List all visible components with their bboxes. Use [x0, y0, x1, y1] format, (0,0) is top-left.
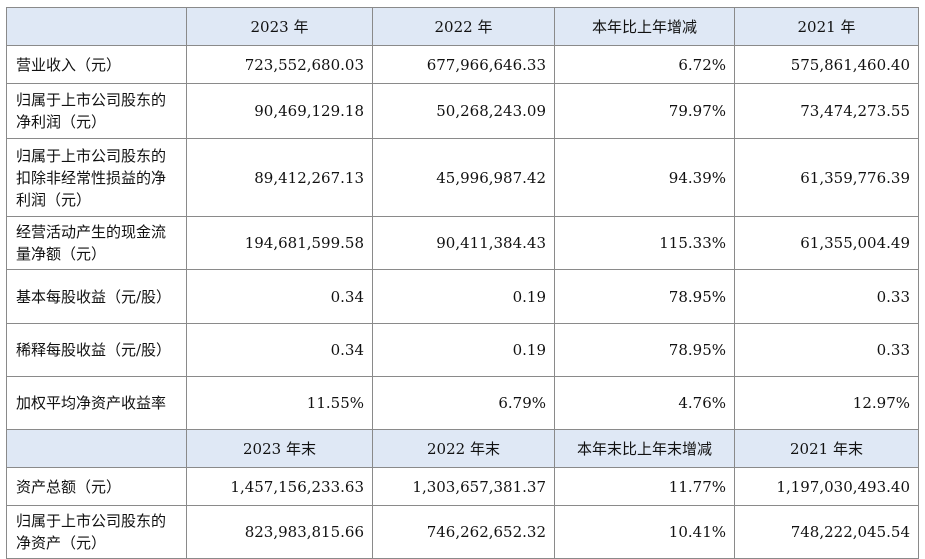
table-row: 归属于上市公司股东的净资产（元） 823,983,815.66 746,262,… [6, 505, 919, 559]
value-cell: 1,197,030,493.40 [734, 467, 919, 506]
table-row: 经营活动产生的现金流量净额（元） 194,681,599.58 90,411,3… [6, 216, 919, 270]
header-cell-change: 本年比上年增减 [554, 7, 735, 46]
value-cell: 11.55% [186, 376, 373, 430]
value-cell: 1,457,156,233.63 [186, 467, 373, 506]
header-cell-2021: 2021 年 [734, 7, 919, 46]
value-cell: 73,474,273.55 [734, 83, 919, 139]
row-label: 基本每股收益（元/股） [6, 269, 187, 324]
header-row-annual: 2023 年 2022 年 本年比上年增减 2021 年 [6, 7, 919, 46]
header-cell-empty [6, 7, 187, 46]
table-row: 稀释每股收益（元/股） 0.34 0.19 78.95% 0.33 [6, 323, 919, 377]
value-cell: 0.33 [734, 323, 919, 377]
value-cell: 748,222,045.54 [734, 505, 919, 559]
header-cell-2022-end: 2022 年末 [372, 429, 555, 468]
value-cell: 45,996,987.42 [372, 138, 555, 217]
value-cell: 6.79% [372, 376, 555, 430]
row-label: 资产总额（元） [6, 467, 187, 506]
row-label: 稀释每股收益（元/股） [6, 323, 187, 377]
row-label: 经营活动产生的现金流量净额（元） [6, 216, 187, 270]
value-cell: 0.19 [372, 269, 555, 324]
value-cell: 0.33 [734, 269, 919, 324]
value-cell: 723,552,680.03 [186, 45, 373, 84]
header-cell-change-end: 本年末比上年末增减 [554, 429, 735, 468]
value-cell: 89,412,267.13 [186, 138, 373, 217]
header-row-year-end: 2023 年末 2022 年末 本年末比上年末增减 2021 年末 [6, 429, 919, 468]
value-cell: 677,966,646.33 [372, 45, 555, 84]
value-cell: 0.34 [186, 269, 373, 324]
value-cell: 115.33% [554, 216, 735, 270]
value-cell: 79.97% [554, 83, 735, 139]
table-row: 资产总额（元） 1,457,156,233.63 1,303,657,381.3… [6, 467, 919, 506]
value-cell: 823,983,815.66 [186, 505, 373, 559]
value-cell: 12.97% [734, 376, 919, 430]
value-cell: 61,355,004.49 [734, 216, 919, 270]
table-row: 归属于上市公司股东的扣除非经常性损益的净利润（元） 89,412,267.13 … [6, 138, 919, 217]
header-cell-2023: 2023 年 [186, 7, 373, 46]
header-cell-2023-end: 2023 年末 [186, 429, 373, 468]
value-cell: 61,359,776.39 [734, 138, 919, 217]
value-cell: 78.95% [554, 269, 735, 324]
value-cell: 746,262,652.32 [372, 505, 555, 559]
row-label: 归属于上市公司股东的净资产（元） [6, 505, 187, 559]
value-cell: 90,469,129.18 [186, 83, 373, 139]
value-cell: 6.72% [554, 45, 735, 84]
value-cell: 50,268,243.09 [372, 83, 555, 139]
financial-summary-table: 2023 年 2022 年 本年比上年增减 2021 年 营业收入（元） 723… [6, 7, 919, 559]
table-row: 基本每股收益（元/股） 0.34 0.19 78.95% 0.33 [6, 269, 919, 324]
row-label: 归属于上市公司股东的扣除非经常性损益的净利润（元） [6, 138, 187, 217]
row-label: 营业收入（元） [6, 45, 187, 84]
value-cell: 0.34 [186, 323, 373, 377]
value-cell: 94.39% [554, 138, 735, 217]
value-cell: 11.77% [554, 467, 735, 506]
value-cell: 4.76% [554, 376, 735, 430]
header-cell-2022: 2022 年 [372, 7, 555, 46]
table-row: 归属于上市公司股东的净利润（元） 90,469,129.18 50,268,24… [6, 83, 919, 139]
row-label: 归属于上市公司股东的净利润（元） [6, 83, 187, 139]
table-row: 营业收入（元） 723,552,680.03 677,966,646.33 6.… [6, 45, 919, 84]
value-cell: 78.95% [554, 323, 735, 377]
row-label: 加权平均净资产收益率 [6, 376, 187, 430]
value-cell: 575,861,460.40 [734, 45, 919, 84]
value-cell: 10.41% [554, 505, 735, 559]
value-cell: 1,303,657,381.37 [372, 467, 555, 506]
header-cell-empty [6, 429, 187, 468]
value-cell: 90,411,384.43 [372, 216, 555, 270]
value-cell: 0.19 [372, 323, 555, 377]
value-cell: 194,681,599.58 [186, 216, 373, 270]
header-cell-2021-end: 2021 年末 [734, 429, 919, 468]
table-row: 加权平均净资产收益率 11.55% 6.79% 4.76% 12.97% [6, 376, 919, 430]
